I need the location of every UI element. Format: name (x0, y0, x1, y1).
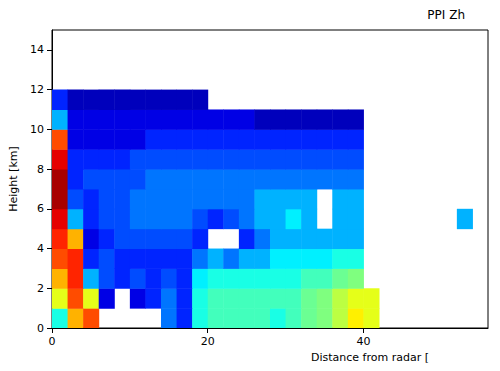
svg-text:14: 14 (30, 43, 44, 56)
svg-text:Distance from radar [: Distance from radar [ (311, 351, 429, 364)
svg-text:2: 2 (37, 282, 44, 295)
svg-text:6: 6 (37, 202, 44, 215)
svg-text:0: 0 (49, 335, 56, 348)
svg-text:10: 10 (30, 123, 44, 136)
svg-text:40: 40 (356, 335, 370, 348)
svg-text:4: 4 (37, 242, 44, 255)
svg-text:PPI Zh: PPI Zh (427, 8, 465, 22)
svg-text:Height [km]: Height [km] (7, 146, 20, 212)
svg-text:0: 0 (37, 322, 44, 335)
svg-text:8: 8 (37, 163, 44, 176)
svg-text:20: 20 (201, 335, 215, 348)
svg-text:12: 12 (30, 83, 44, 96)
